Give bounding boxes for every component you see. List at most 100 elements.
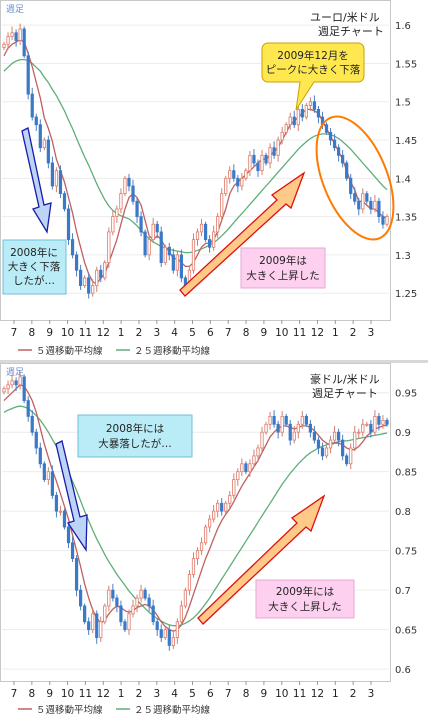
candle-body	[357, 431, 361, 434]
candle-body	[220, 193, 224, 218]
candle-body	[171, 637, 175, 646]
candle-body	[135, 200, 139, 218]
panel-separator	[0, 360, 428, 363]
candle-body	[349, 447, 353, 465]
candle-body	[147, 239, 151, 256]
y-tick-label: 1.45	[395, 136, 417, 147]
candle-body	[183, 589, 188, 607]
candle-body	[155, 621, 159, 631]
candle-body	[288, 116, 292, 126]
candle-body	[46, 139, 50, 164]
candle-body	[10, 32, 14, 38]
candle-body	[341, 154, 345, 164]
x-tick-label: 10	[61, 327, 74, 339]
candle-body	[111, 216, 115, 233]
candle-body	[244, 463, 248, 473]
candle-body	[276, 139, 280, 156]
candle-body	[324, 124, 329, 133]
candle-body	[62, 193, 67, 210]
candle-body	[175, 621, 179, 638]
candle-body	[296, 423, 300, 433]
x-tick-label: 4	[171, 688, 178, 700]
x-tick-label: 5	[189, 688, 196, 700]
candle-body	[50, 162, 55, 187]
x-tick-label: 10	[275, 327, 288, 339]
up-arrow-icon	[197, 494, 326, 625]
candle-body	[345, 162, 349, 179]
candle-body	[103, 605, 107, 623]
x-tick-label: 8	[243, 688, 250, 700]
candle-body	[179, 254, 183, 279]
candle-body	[159, 231, 163, 263]
candle-body	[316, 439, 321, 449]
candle-body	[369, 200, 373, 210]
x-tick-label: 7	[11, 688, 18, 700]
candle-body	[79, 589, 83, 607]
candle-body	[119, 605, 123, 623]
candle-body	[195, 550, 200, 559]
y-tick-label: 1.5	[395, 98, 411, 109]
candle-body	[224, 502, 228, 512]
candle-body	[272, 415, 276, 425]
candle-body	[34, 431, 38, 449]
candle-body	[232, 479, 236, 496]
candle-body	[304, 415, 308, 425]
x-tick-label: 11	[293, 688, 306, 700]
x-tick-label: 8	[29, 688, 36, 700]
candle-body	[232, 170, 236, 179]
x-tick-label: 9	[46, 688, 53, 700]
x-tick-label: 1	[118, 327, 125, 339]
drop-2008-note-box	[2, 239, 67, 295]
candle-body	[42, 463, 46, 480]
x-tick-label: 9	[261, 688, 268, 700]
y-tick-label: 1.35	[395, 213, 417, 224]
candle-body	[353, 431, 357, 449]
candle-body	[228, 494, 232, 504]
x-tick-label: 3	[153, 327, 160, 339]
candle-body	[107, 589, 111, 607]
candle-body	[361, 423, 365, 433]
x-tick-label: 10	[61, 688, 74, 700]
candle-body	[99, 621, 103, 638]
candle-body	[216, 216, 220, 233]
candle-body	[268, 415, 272, 425]
x-tick-label: 7	[225, 327, 232, 339]
y-tick-label: 0.8	[395, 507, 411, 518]
candle-body	[167, 246, 171, 256]
candle-body	[324, 447, 329, 457]
candle-body	[288, 423, 292, 441]
up-arrow-icon	[179, 171, 306, 297]
candle-body	[30, 93, 34, 118]
drop-2008-note-line2: 大きく下落	[8, 260, 61, 273]
x-tick-label: 1	[118, 688, 125, 700]
chart-title-line1: 豪ドル/米ドル	[310, 372, 380, 386]
candle-body	[70, 542, 75, 559]
candle-body	[284, 415, 288, 425]
candle-body	[66, 526, 71, 544]
candle-body	[95, 613, 99, 638]
candle-body	[361, 193, 365, 210]
plot-area	[0, 363, 391, 682]
x-tick-label: 9	[261, 327, 268, 339]
audusd-chart-panel: 0.95 0.9 0.85 0.8 0.75 0.7 0.65 0.6 7 8 9 10 11 12 1 2…	[0, 363, 428, 725]
candle-body	[381, 419, 385, 425]
candle-body	[115, 208, 119, 218]
candle-body	[103, 262, 107, 279]
candle-body	[139, 589, 143, 599]
x-tick-label: 12	[97, 327, 110, 339]
drop-2008-note-line1: 2008年に	[10, 246, 58, 259]
x-tick-label: 8	[243, 327, 250, 339]
candle-body	[111, 589, 115, 599]
candle-body	[18, 376, 22, 386]
eurusd-chart-panel: 1.6 1.55 1.5 1.45 1.4 1.35 1.3 1.25 7 8 9 10 11 12 1 2…	[0, 0, 428, 360]
candle-body	[91, 285, 95, 294]
candle-body	[385, 216, 389, 225]
x-tick-label: 8	[29, 327, 36, 339]
candle-body	[163, 246, 167, 263]
y-tick-label: 0.9	[395, 428, 411, 439]
x-tick-label: 3	[153, 688, 160, 700]
candle-body	[135, 597, 139, 607]
candle-body	[26, 55, 30, 95]
candle-body	[163, 629, 167, 638]
candle-body	[123, 621, 127, 631]
